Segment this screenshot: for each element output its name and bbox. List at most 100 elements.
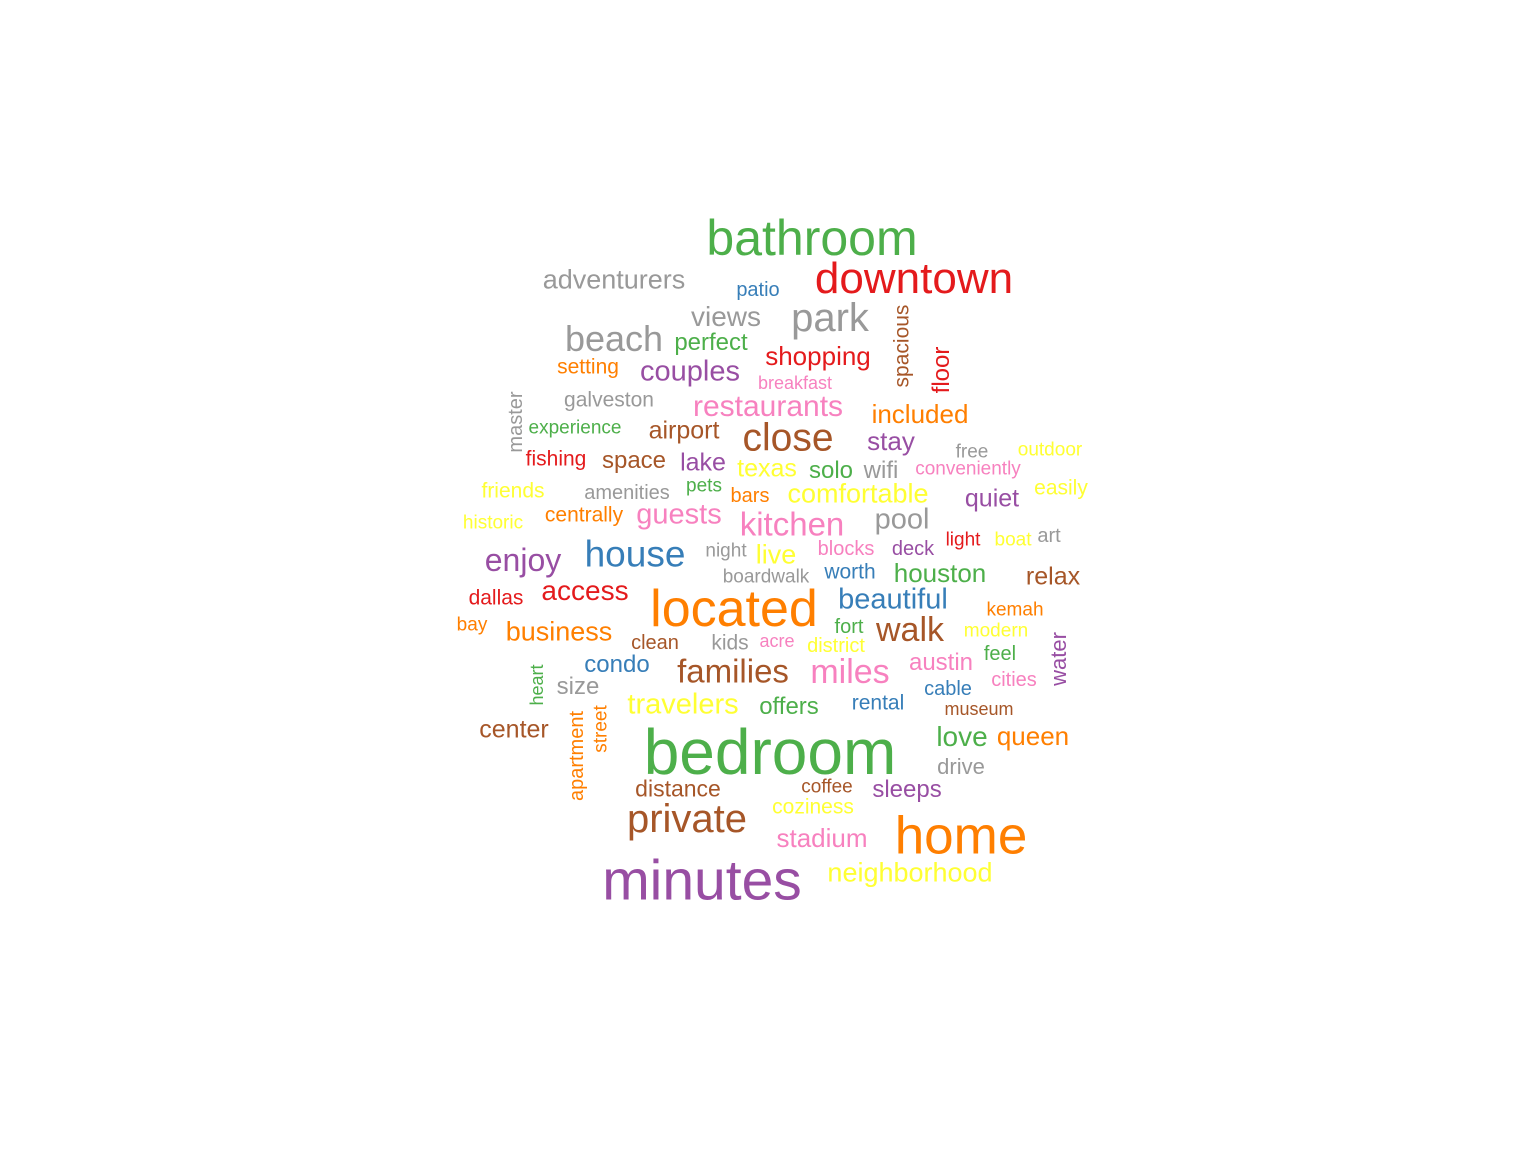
word-close: close: [742, 416, 834, 460]
word-heart: heart: [527, 664, 547, 706]
word-business: business: [505, 616, 613, 647]
word-offers: offers: [759, 693, 819, 720]
word-perfect: perfect: [674, 329, 748, 356]
word-kemah: kemah: [986, 599, 1044, 621]
word-light: light: [945, 529, 981, 551]
word-modern: modern: [963, 620, 1029, 642]
word-enjoy: enjoy: [484, 542, 562, 578]
word-easily: easily: [1034, 476, 1088, 500]
word-fort: fort: [834, 616, 864, 638]
word-austin: austin: [908, 649, 974, 676]
word-comfortable: comfortable: [787, 478, 929, 509]
word-bathroom: bathroom: [706, 210, 918, 266]
word-walk: walk: [875, 611, 945, 649]
word-wifi: wifi: [863, 457, 899, 484]
word-fishing: fishing: [525, 447, 587, 471]
word-live: live: [755, 539, 797, 570]
word-worth: worth: [824, 560, 876, 584]
word-galveston: galveston: [564, 388, 654, 412]
word-clean: clean: [631, 632, 679, 654]
word-coziness: coziness: [772, 795, 854, 819]
word-beach: beach: [564, 318, 664, 359]
word-sleeps: sleeps: [872, 776, 942, 803]
word-stadium: stadium: [776, 823, 868, 853]
word-shopping: shopping: [765, 341, 871, 371]
word-district: district: [807, 635, 865, 657]
word-private: private: [626, 797, 748, 841]
word-museum: museum: [944, 699, 1014, 719]
word-located: located: [650, 580, 818, 638]
word-pool: pool: [874, 503, 930, 536]
word-minutes: minutes: [602, 848, 802, 913]
word-relax: relax: [1025, 562, 1081, 591]
word-coffee: coffee: [801, 776, 853, 798]
word-drive: drive: [937, 754, 985, 779]
word-lake: lake: [680, 448, 726, 477]
word-kitchen: kitchen: [739, 505, 845, 543]
word-bars: bars: [730, 485, 770, 507]
word-experience: experience: [528, 417, 622, 439]
word-friends: friends: [481, 479, 545, 503]
word-adventurers: adventurers: [542, 264, 686, 295]
word-centrally: centrally: [544, 503, 624, 527]
word-rental: rental: [851, 691, 905, 715]
word-families: families: [677, 652, 789, 690]
word-space: space: [601, 447, 667, 474]
word-water: water: [1046, 632, 1071, 686]
word-airport: airport: [648, 416, 720, 445]
word-cable: cable: [924, 678, 972, 700]
word-boardwalk: boardwalk: [722, 566, 810, 588]
word-included: included: [871, 399, 969, 429]
word-patio: patio: [736, 279, 780, 301]
word-master: master: [505, 391, 527, 453]
word-downtown: downtown: [814, 254, 1014, 303]
word-breakfast: breakfast: [757, 373, 833, 393]
word-love: love: [936, 721, 988, 752]
word-distance: distance: [635, 775, 721, 802]
word-pets: pets: [686, 475, 722, 497]
word-amenities: amenities: [584, 482, 670, 504]
word-floor: floor: [928, 346, 955, 394]
word-park: park: [791, 296, 869, 340]
word-center: center: [479, 715, 549, 744]
word-night: night: [705, 540, 747, 562]
word-acre: acre: [759, 631, 795, 651]
word-couples: couples: [640, 355, 740, 388]
word-beautiful: beautiful: [838, 583, 948, 616]
word-access: access: [541, 575, 629, 606]
word-bay: bay: [456, 614, 488, 636]
word-setting: setting: [557, 355, 619, 379]
word-spacious: spacious: [890, 304, 914, 388]
word-historic: historic: [462, 512, 524, 534]
word-dallas: dallas: [468, 586, 524, 610]
word-free: free: [955, 441, 989, 463]
word-miles: miles: [810, 653, 890, 691]
word-street: street: [590, 705, 612, 753]
word-apartment: apartment: [566, 710, 588, 802]
word-bedroom: bedroom: [643, 716, 897, 788]
word-stay: stay: [867, 426, 915, 456]
word-views: views: [690, 301, 762, 332]
word-kids: kids: [711, 631, 749, 655]
word-texas: texas: [737, 454, 797, 483]
word-conveniently: conveniently: [915, 458, 1021, 480]
word-house: house: [584, 533, 686, 575]
word-condo: condo: [584, 651, 650, 678]
word-size: size: [556, 673, 600, 700]
word-cities: cities: [991, 669, 1037, 691]
word-boat: boat: [994, 529, 1032, 551]
word-home: home: [894, 806, 1028, 866]
word-queen: queen: [996, 721, 1070, 751]
word-blocks: blocks: [817, 538, 875, 560]
word-travelers: travelers: [627, 688, 739, 721]
word-neighborhood: neighborhood: [827, 857, 993, 888]
word-feel: feel: [983, 643, 1017, 665]
word-restaurants: restaurants: [692, 390, 844, 423]
word-deck: deck: [891, 538, 935, 560]
word-art: art: [1037, 525, 1061, 547]
word-outdoor: outdoor: [1017, 439, 1083, 461]
word-houston: houston: [893, 558, 987, 588]
word-quiet: quiet: [964, 484, 1020, 513]
word-guests: guests: [636, 498, 722, 531]
